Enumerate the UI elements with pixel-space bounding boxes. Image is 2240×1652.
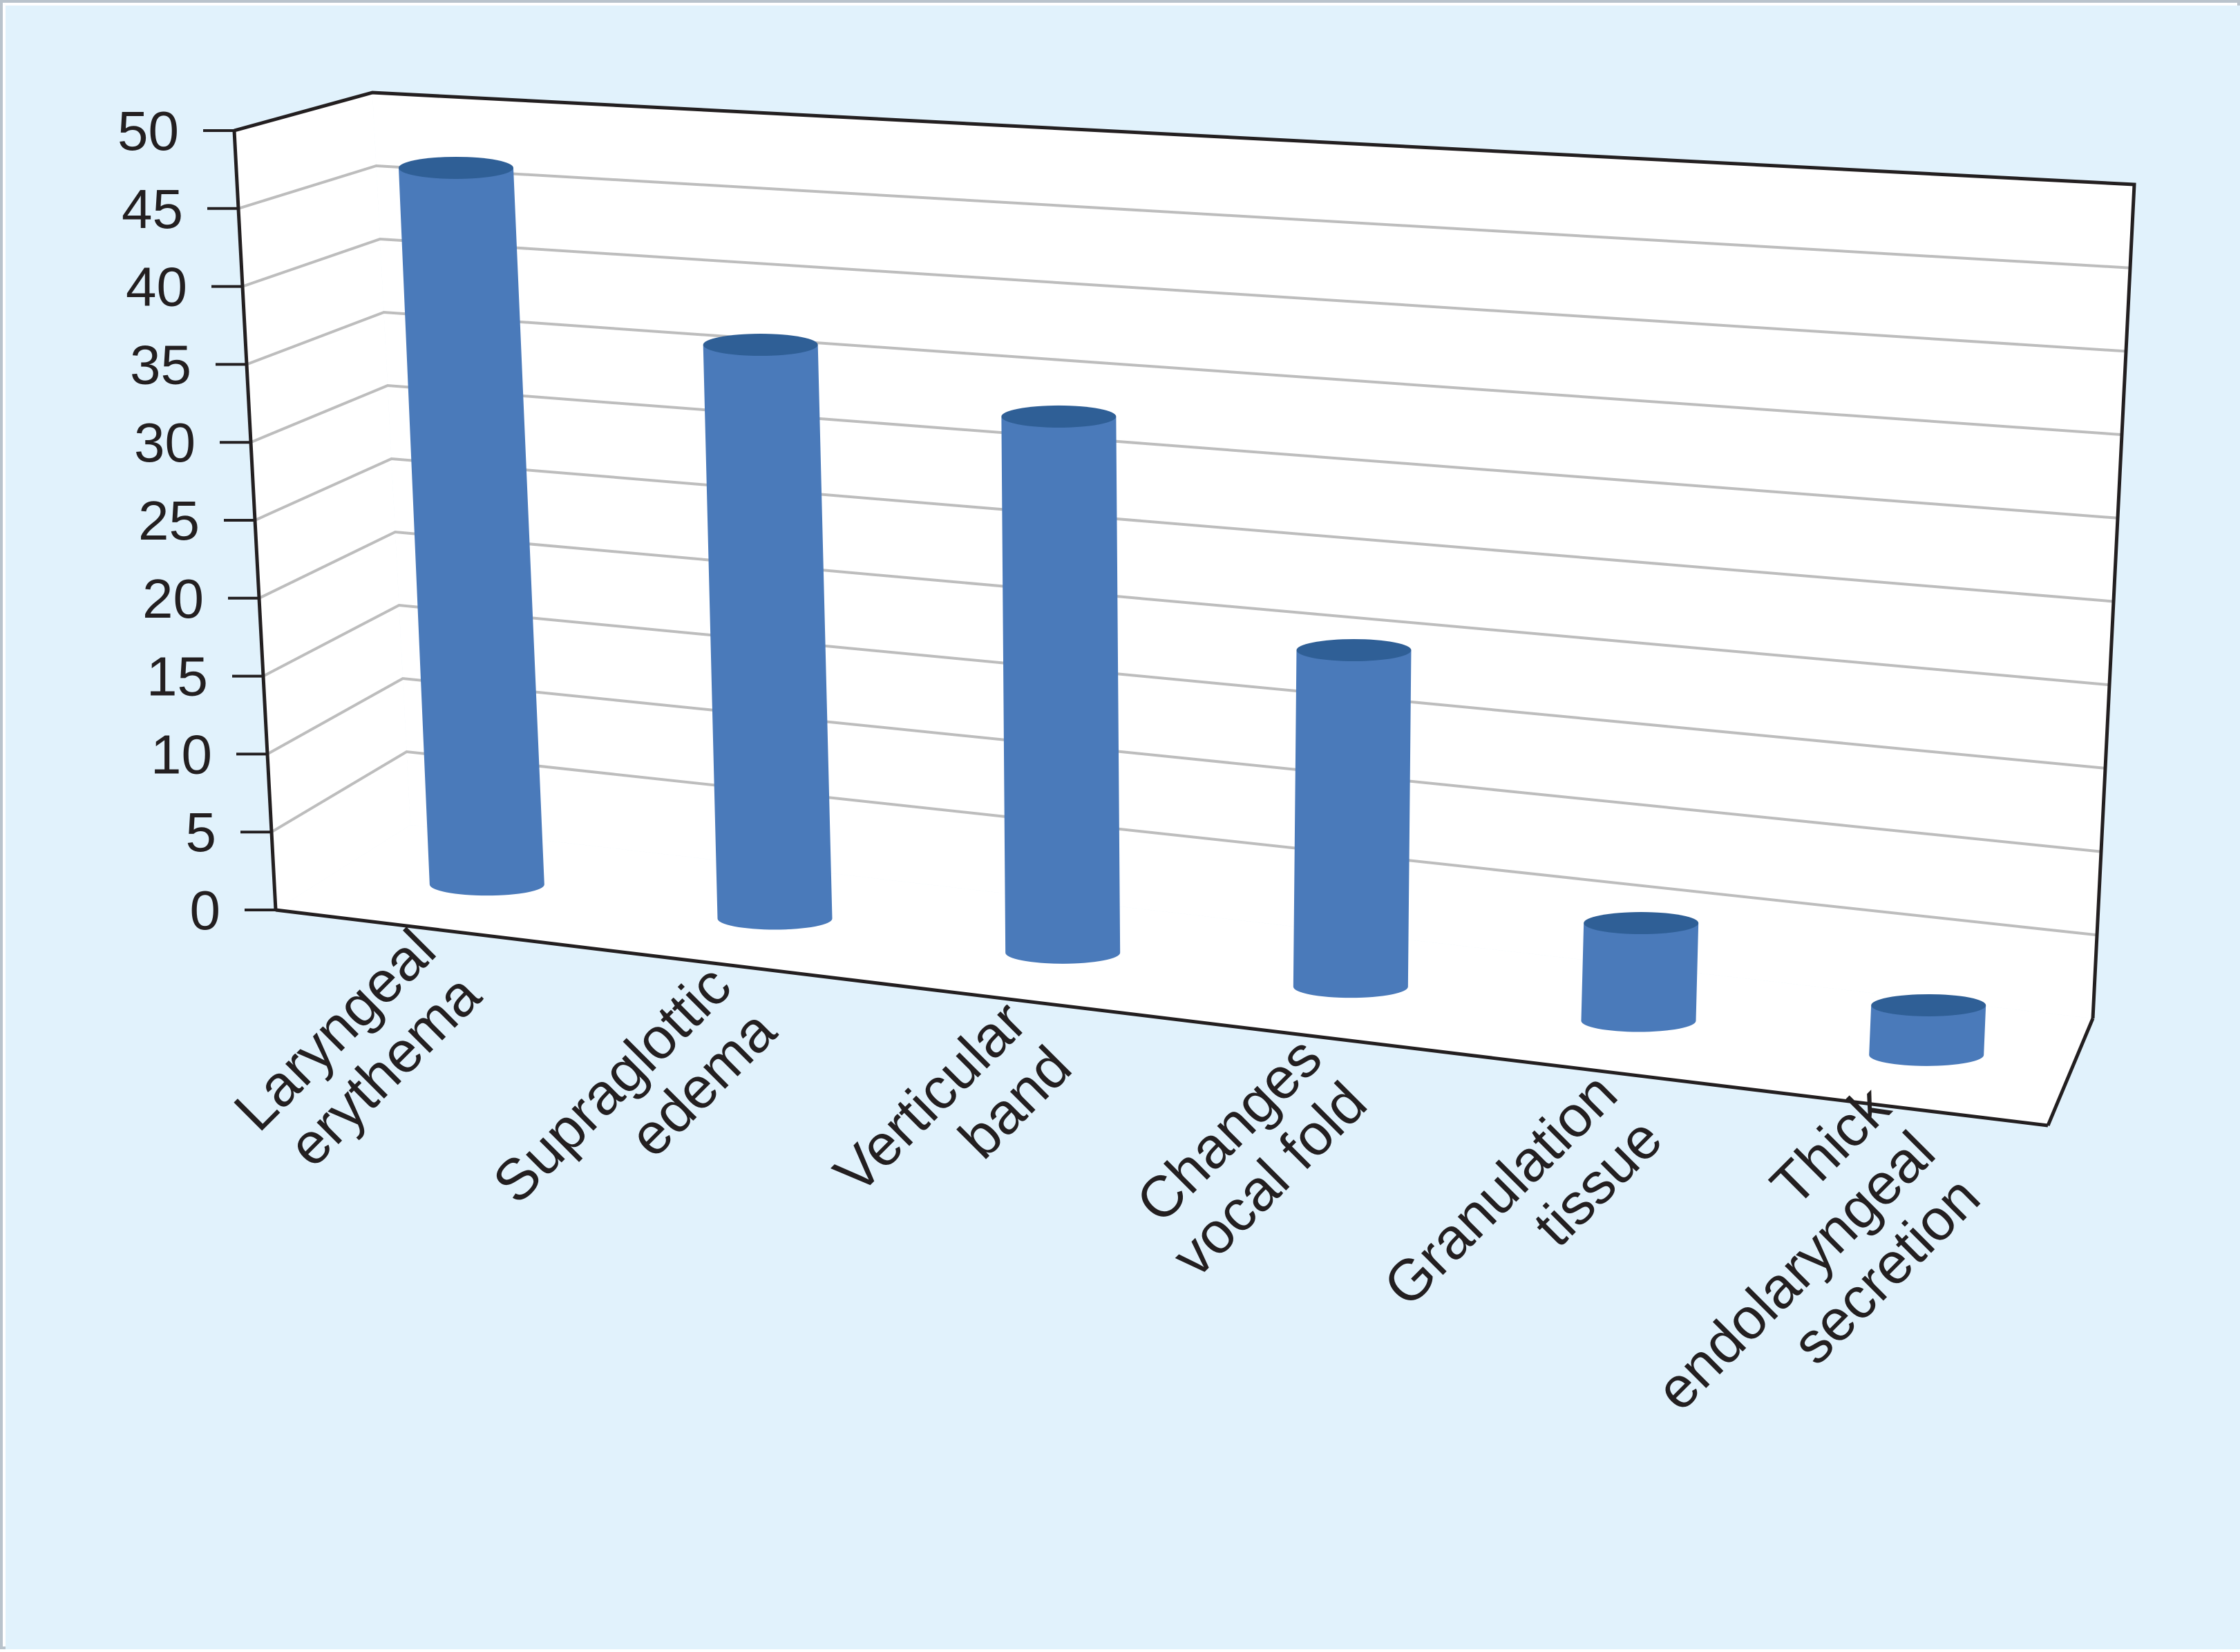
axes bbox=[232, 91, 2136, 1128]
gridline bbox=[258, 530, 2110, 687]
bar-cylinder bbox=[1293, 639, 1412, 998]
bar-cylinder bbox=[1869, 994, 1986, 1066]
gridline bbox=[242, 237, 2127, 353]
x-axis-line bbox=[275, 908, 2049, 1128]
bar-top bbox=[1871, 994, 1986, 1016]
y-tick-label: 50 bbox=[117, 100, 179, 162]
y-tick-label: 0 bbox=[190, 880, 221, 941]
y-tick-label: 20 bbox=[142, 568, 204, 629]
bar-top bbox=[398, 156, 513, 179]
bar-top bbox=[1001, 405, 1117, 428]
y-tick-label: 45 bbox=[122, 178, 183, 240]
plot-outline bbox=[234, 91, 2136, 1019]
gridlines: 0 5 10 15 20 25 30 35 40 45 50 bbox=[117, 91, 2135, 941]
bar-body bbox=[1581, 923, 1699, 1032]
y-tick-label: 25 bbox=[138, 490, 200, 551]
gridline bbox=[254, 457, 2114, 603]
side-wall bbox=[234, 93, 410, 910]
bar-top bbox=[1296, 639, 1412, 662]
bar-cylinder bbox=[1001, 405, 1121, 964]
gridline bbox=[263, 603, 2106, 770]
bar-chart: 05101520253035404550LaryngealerythemaSup… bbox=[6, 6, 2240, 1649]
bar-body bbox=[1293, 650, 1412, 998]
bar-body bbox=[1869, 1005, 1986, 1066]
bar-body bbox=[703, 345, 833, 930]
bar-top bbox=[1584, 912, 1699, 935]
bar-cylinder bbox=[703, 334, 833, 930]
bar-cylinder bbox=[398, 156, 544, 896]
y-tick-label: 15 bbox=[146, 646, 208, 708]
gridline bbox=[267, 676, 2102, 853]
bar-top bbox=[703, 334, 818, 357]
y-tick-label: 40 bbox=[126, 256, 187, 318]
gridline bbox=[270, 750, 2098, 937]
y-tick-label: 10 bbox=[151, 723, 212, 785]
gridline bbox=[250, 383, 2118, 520]
floor-edge bbox=[2046, 1018, 2095, 1126]
y-tick-label: 35 bbox=[130, 334, 191, 395]
gridline bbox=[238, 164, 2131, 269]
gridline bbox=[246, 310, 2123, 437]
bar-cylinder bbox=[1581, 912, 1699, 1032]
y-axis-line bbox=[232, 130, 278, 911]
bar-body bbox=[398, 167, 544, 896]
bars bbox=[398, 156, 1986, 1066]
y-tick-label: 30 bbox=[134, 412, 196, 473]
y-tick-label: 5 bbox=[186, 801, 217, 863]
bar-body bbox=[1001, 416, 1121, 964]
